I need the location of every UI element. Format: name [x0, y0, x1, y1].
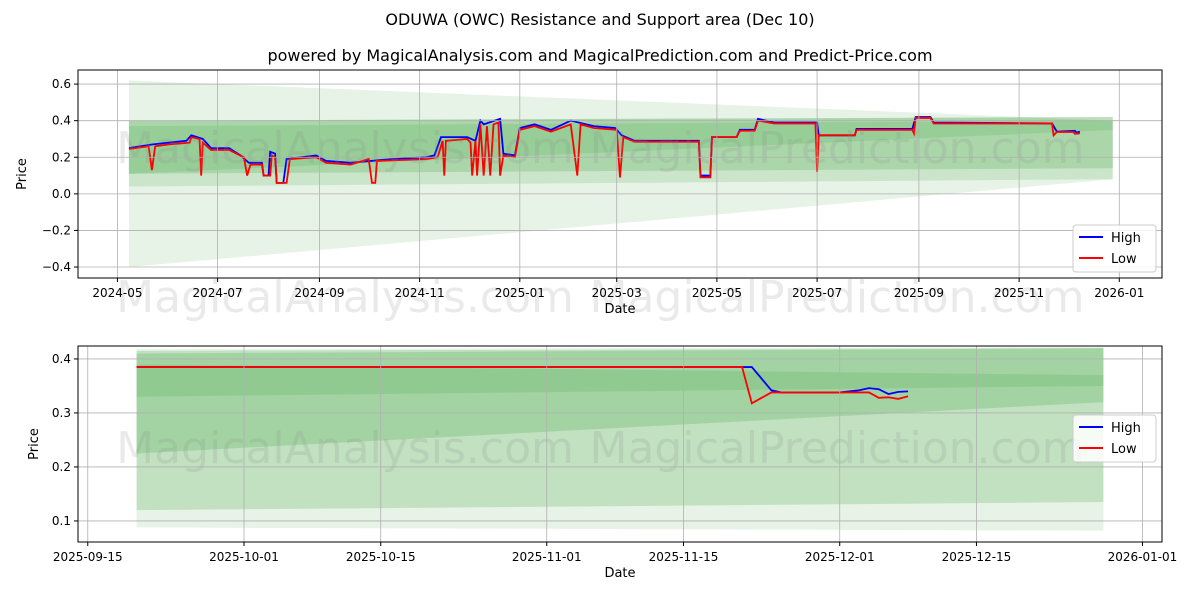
chart-title: ODUWA (OWC) Resistance and Support area …: [385, 10, 815, 29]
x-axis-label: Date: [604, 302, 635, 317]
y-axis-label: Price: [27, 428, 42, 460]
y-tick-label: 0.1: [52, 514, 71, 528]
x-tick-label: 2026-01-01: [1108, 550, 1178, 564]
y-tick-label: 0.6: [52, 77, 71, 91]
y-tick-label: 0.3: [52, 406, 71, 420]
x-tick-label: 2025-07: [792, 286, 842, 300]
watermark: MagicalAnalysis.com: [116, 272, 574, 323]
band-4: [136, 364, 1104, 397]
axes-frame: [77, 345, 1163, 543]
x-tick-label: 2025-05: [692, 286, 742, 300]
x-tick-label: 2025-12-15: [942, 550, 1012, 564]
y-tick-label: 0.4: [52, 114, 71, 128]
x-tick-label: 2025-12-01: [805, 550, 875, 564]
legend: High Low: [1072, 224, 1157, 273]
legend-label: High: [1111, 231, 1141, 246]
x-axis-label: Date: [604, 566, 635, 581]
x-tick-label: 2025-01: [495, 286, 545, 300]
y-axis-label: Price: [15, 158, 30, 190]
watermark: MagicalPrediction.com: [590, 272, 1085, 323]
x-tick-label: 2025-11: [994, 286, 1044, 300]
legend: High Low: [1072, 414, 1157, 463]
chart-1: MagicalAnalysis.com MagicalPrediction.com…: [15, 69, 1163, 323]
y-tick-label: 0.4: [52, 352, 71, 366]
x-tick-label: 2025-11-01: [512, 550, 582, 564]
series-high: [136, 366, 909, 396]
x-tick-label: 2024-11: [395, 286, 445, 300]
y-tick-label: 0.2: [52, 460, 71, 474]
band-2: [128, 117, 1113, 187]
x-tick-label: 2024-07: [193, 286, 243, 300]
x-tick-label: 2025-09: [894, 286, 944, 300]
y-tick-label: −0.2: [42, 223, 71, 237]
watermark: MagicalAnalysis.com: [116, 423, 574, 474]
y-tick-label: 0.0: [52, 187, 71, 201]
legend-label: Low: [1111, 442, 1137, 457]
band-3: [136, 348, 1104, 454]
x-tick-label: 2025-09-15: [53, 550, 123, 564]
band-2: [136, 348, 1104, 511]
watermark: MagicalAnalysis.com: [116, 123, 574, 174]
x-tick-label: 2025-10-01: [209, 550, 279, 564]
chart-subtitle: powered by MagicalAnalysis.com and Magic…: [267, 46, 933, 65]
x-tick-label: 2025-11-15: [649, 550, 719, 564]
legend-label: High: [1111, 421, 1141, 436]
watermark: MagicalPrediction.com: [590, 123, 1085, 174]
legend-label: Low: [1111, 252, 1137, 267]
x-tick-label: 2025-10-15: [346, 550, 416, 564]
axes-frame: [77, 69, 1163, 279]
y-tick-label: −0.4: [42, 260, 71, 274]
x-tick-label: 2024-09: [294, 286, 344, 300]
series-low: [136, 366, 909, 405]
x-tick-label: 2025-03: [592, 286, 642, 300]
x-tick-label: 2026-01: [1094, 286, 1144, 300]
x-tick-label: 2024-05: [92, 286, 142, 300]
band-3: [128, 117, 1113, 174]
chart-2: MagicalAnalysis.com MagicalPrediction.com…: [27, 345, 1178, 581]
watermark: MagicalPrediction.com: [590, 423, 1085, 474]
y-tick-label: 0.2: [52, 150, 71, 164]
